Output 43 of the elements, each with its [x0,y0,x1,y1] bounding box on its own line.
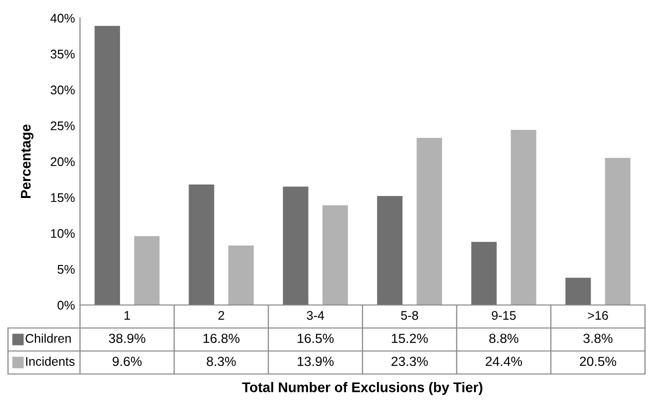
data-label: 23.3% [392,356,428,366]
x-tick-label: 2 [218,311,224,320]
data-label: 16.5% [298,334,334,344]
data-label: 8.3% [206,356,236,366]
data-label: 9.6% [112,356,142,366]
bar [471,242,497,305]
x-tick-label: 1 [124,311,130,320]
x-axis-title: Total Number of Exclusions (by Tier) [242,382,482,395]
y-tick-label: 5% [58,264,75,274]
bar [94,26,120,305]
bar [322,205,348,305]
data-label: 16.8% [204,334,240,344]
data-label: 8.8% [489,334,518,344]
y-axis-title: Percentage [20,124,34,198]
legend-label: Incidents [26,356,75,366]
y-tick-label: 0% [58,300,75,310]
y-tick-label: 10% [51,229,75,238]
y-tick-label: 30% [50,86,75,94]
data-label: 38.9% [108,334,146,344]
data-label: 15.2% [392,334,428,344]
bar [377,196,403,305]
bar [604,158,630,305]
data-label: 24.4% [486,356,522,366]
x-tick-label: >16 [588,311,608,320]
bar [282,186,308,305]
data-label: 13.9% [298,356,334,366]
y-tick-label: 20% [50,157,75,166]
x-tick-label: 5-8 [401,311,418,320]
y-tick-label: 15% [51,193,75,202]
y-tick-label: 40% [50,14,75,23]
bar [188,184,214,305]
data-label: 20.5% [580,356,616,366]
x-tick-label: 9-15 [492,311,516,320]
bar [510,130,536,305]
x-tick-label: 3-4 [306,311,324,320]
bar [134,236,160,305]
y-tick-label: 25% [50,121,75,130]
bar [565,278,591,305]
y-tick-label: 35% [50,50,75,59]
bar [228,245,254,305]
legend-label: Children [26,334,71,343]
data-label: 3.8% [583,334,612,344]
bar [416,138,442,305]
